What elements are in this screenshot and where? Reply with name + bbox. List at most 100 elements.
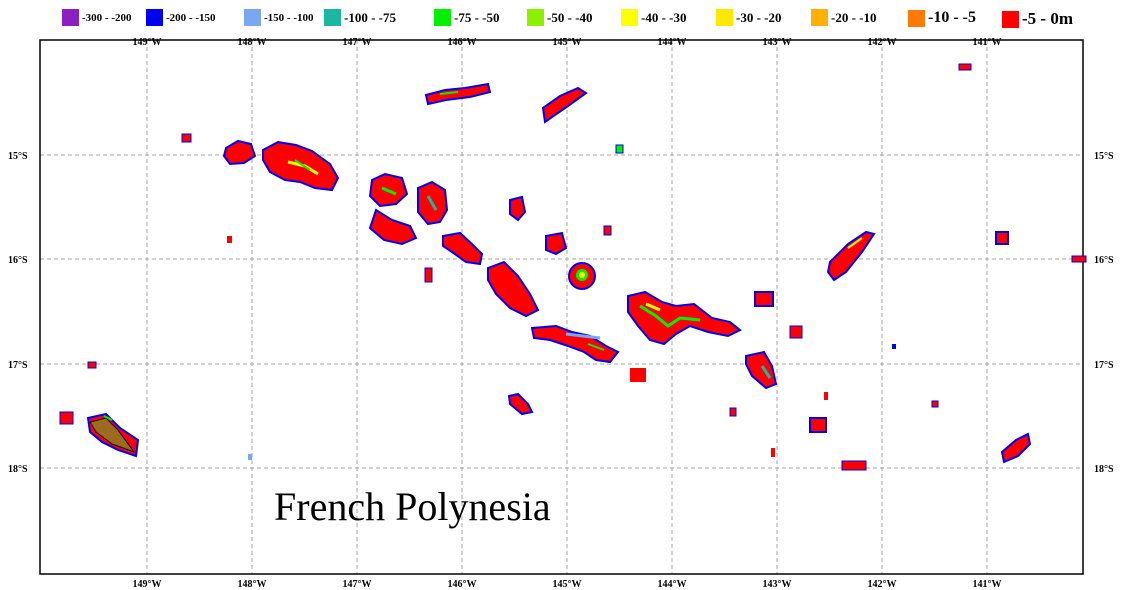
map-title: French Polynesia: [274, 484, 551, 529]
lat-label-left: 18°S: [8, 464, 28, 475]
legend-label: -10 - -5: [928, 9, 976, 26]
islet: [87, 361, 97, 369]
islet: [931, 400, 939, 408]
legend-item: -5 - 0m: [1002, 9, 1073, 29]
legend-item: -75 - -50: [434, 9, 500, 26]
lon-label-bottom: 144°W: [658, 579, 687, 590]
atoll: [745, 350, 778, 390]
legend-item: -100 - -75: [324, 9, 396, 26]
atoll: [368, 172, 418, 246]
legend-label: -20 - -10: [831, 9, 877, 25]
lat-label-left: 17°S: [8, 360, 28, 371]
lon-label-bottom: 146°W: [448, 579, 477, 590]
islet: [824, 392, 828, 400]
lon-label-top: 145°W: [553, 37, 582, 48]
islet: [729, 407, 737, 417]
atoll: [1000, 432, 1032, 464]
legend-item: -300 - -200: [62, 9, 132, 26]
islet: [892, 344, 896, 349]
legend-label: -30 - -20: [736, 9, 782, 25]
lat-label-right: 18°S: [1094, 464, 1114, 475]
lon-label-top: 141°W: [973, 37, 1002, 48]
islet: [424, 267, 433, 283]
legend-swatch: [811, 9, 828, 26]
lon-label-bottom: 141°W: [973, 579, 1002, 590]
islet: [248, 454, 252, 460]
legend-label: -5 - 0m: [1022, 9, 1073, 28]
legend-label: -200 - -150: [166, 11, 216, 24]
islet: [181, 133, 192, 143]
atoll: [417, 180, 449, 226]
legend-item: -150 - -100: [244, 9, 314, 26]
legend-label: -300 - -200: [82, 11, 132, 24]
lon-label-top: 146°W: [448, 37, 477, 48]
islet: [789, 325, 803, 339]
lat-label-left: 16°S: [8, 255, 28, 266]
lon-label-bottom: 145°W: [553, 579, 582, 590]
islet: [1071, 255, 1087, 263]
legend-label: -50 - -40: [547, 9, 593, 25]
map-frame: [39, 39, 1084, 575]
lon-label-top: 148°W: [238, 37, 267, 48]
legend-item: -50 - -40: [527, 9, 593, 26]
legend-item: -30 - -20: [716, 9, 782, 26]
lon-label-top: 147°W: [343, 37, 372, 48]
atoll: [530, 324, 620, 364]
graticule: [40, 40, 1083, 574]
legend-swatch: [621, 9, 638, 26]
islet: [809, 417, 827, 433]
atoll: [222, 139, 257, 166]
islet: [958, 63, 972, 71]
lon-label-top: 149°W: [133, 37, 162, 48]
atoll: [424, 82, 492, 106]
legend-label: -150 - -100: [264, 11, 314, 24]
atolls: [59, 63, 1087, 471]
legend-swatch: [324, 9, 341, 26]
legend-item: -20 - -10: [811, 9, 877, 26]
lon-label-bottom: 143°W: [763, 579, 792, 590]
lon-label-top: 142°W: [868, 37, 897, 48]
legend-item: -40 - -30: [621, 9, 687, 26]
islet: [771, 448, 775, 457]
legend-swatch: [716, 9, 733, 26]
atoll: [507, 392, 534, 416]
lon-label-bottom: 142°W: [868, 579, 897, 590]
legend-label: -75 - -50: [454, 9, 500, 25]
tahiti-island: [86, 412, 140, 458]
legend-swatch: [146, 9, 163, 26]
depth-legend: -300 - -200 -200 - -150 -150 - -100 -100…: [0, 0, 1121, 34]
legend-label: -100 - -75: [344, 9, 396, 25]
lat-label-right: 16°S: [1094, 255, 1114, 266]
lat-label-left: 15°S: [8, 151, 28, 162]
legend-swatch: [908, 9, 925, 27]
islet: [615, 144, 624, 154]
atoll-rangiroa: [262, 140, 340, 192]
lon-label-bottom: 149°W: [133, 579, 162, 590]
atoll: [545, 231, 568, 256]
legend-swatch: [244, 9, 261, 26]
lon-label-top: 144°W: [658, 37, 687, 48]
islet: [227, 236, 232, 243]
legend-label: -40 - -30: [641, 9, 687, 25]
lon-label-bottom: 148°W: [238, 579, 267, 590]
islet: [995, 231, 1009, 245]
atoll-large: [627, 290, 742, 346]
islet: [841, 460, 867, 471]
legend-item: -10 - -5: [908, 9, 976, 27]
atoll: [541, 86, 588, 124]
lat-label-right: 17°S: [1094, 360, 1114, 371]
legend-item: -200 - -150: [146, 9, 216, 26]
legend-swatch: [527, 9, 544, 26]
atoll: [826, 230, 876, 282]
islet: [603, 225, 612, 236]
legend-swatch: [434, 9, 451, 26]
islet: [754, 291, 774, 307]
atoll: [568, 262, 596, 290]
atoll: [509, 195, 527, 222]
atoll: [442, 231, 484, 266]
lon-label-top: 143°W: [763, 37, 792, 48]
islet: [630, 368, 646, 382]
islet: [59, 411, 74, 425]
legend-swatch: [1002, 10, 1019, 28]
